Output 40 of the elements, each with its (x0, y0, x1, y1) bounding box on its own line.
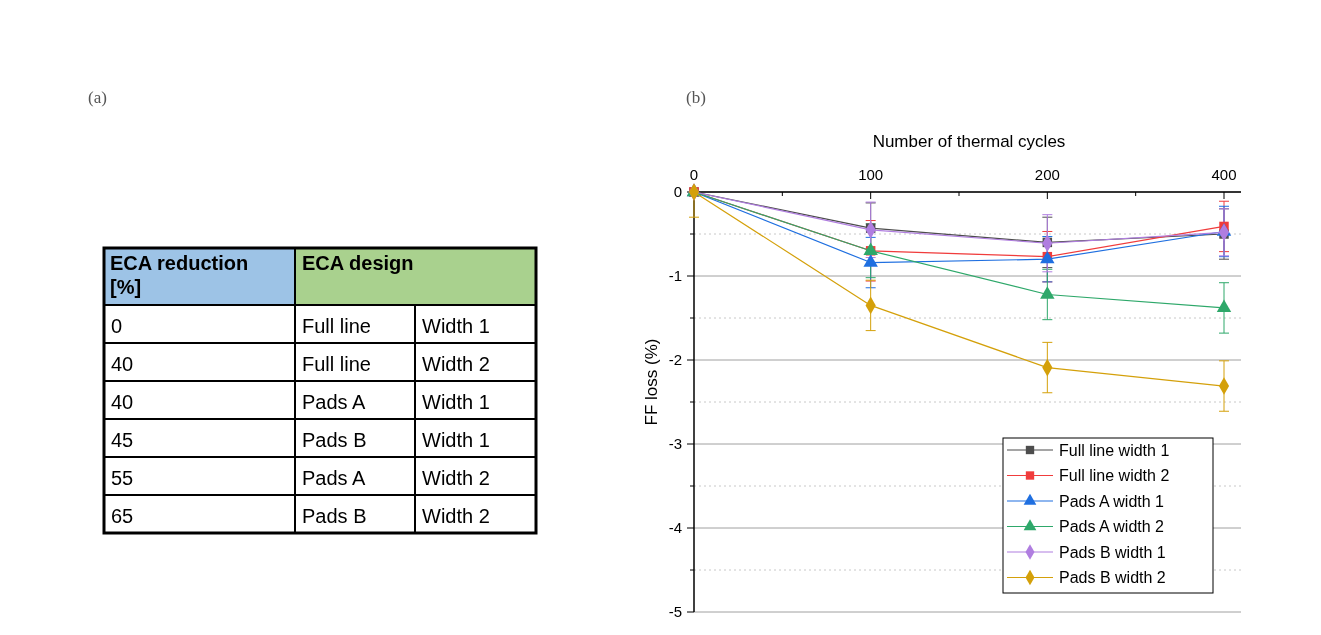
legend-label: Full line width 2 (1059, 467, 1170, 485)
text: Pads B (302, 429, 367, 451)
y-tick-label: -5 (668, 603, 682, 621)
text: Full line (302, 353, 371, 375)
text: 55 (111, 467, 134, 489)
y-axis-title: FF loss (%) (642, 338, 661, 426)
x-tick-label: 200 (1034, 166, 1060, 183)
chart-title: (b) (686, 88, 706, 107)
text: Pads B (302, 505, 367, 527)
text: 40 (111, 391, 134, 413)
x-tick-label: 400 (1211, 166, 1237, 183)
legend-label: Full line width 1 (1059, 441, 1170, 459)
text: ECA reduction [%] (110, 252, 249, 298)
text: Pads A (302, 391, 367, 413)
y-tick-label: -2 (668, 351, 682, 369)
text: Pads A (302, 467, 367, 489)
legend-label: Pads B width 1 (1059, 543, 1166, 561)
text: ECA design (302, 252, 414, 274)
text: 40 (111, 353, 134, 375)
text: Full line (302, 315, 371, 337)
legend-label: Pads B width 2 (1059, 569, 1166, 587)
y-tick-label: 0 (673, 183, 682, 201)
x-axis-title: Number of thermal cycles (872, 132, 1066, 151)
x-tick-label: 0 (689, 166, 699, 183)
text: 65 (111, 505, 134, 527)
y-tick-label: -3 (668, 435, 682, 453)
y-tick-label: -1 (668, 267, 682, 285)
text: Width 1 (422, 391, 490, 413)
legend-label: Pads A width 1 (1059, 492, 1165, 510)
text: Width 2 (422, 467, 490, 489)
text: Width 2 (422, 505, 490, 527)
x-tick-label: 100 (858, 166, 884, 183)
text: Width 1 (422, 429, 490, 451)
text: Width 2 (422, 353, 490, 375)
text: Width 1 (422, 315, 490, 337)
text: (a) (88, 88, 107, 107)
y-tick-label: -4 (668, 519, 682, 537)
text: 45 (111, 429, 134, 451)
legend-label: Pads A width 2 (1059, 518, 1165, 536)
text: 0 (111, 315, 123, 337)
